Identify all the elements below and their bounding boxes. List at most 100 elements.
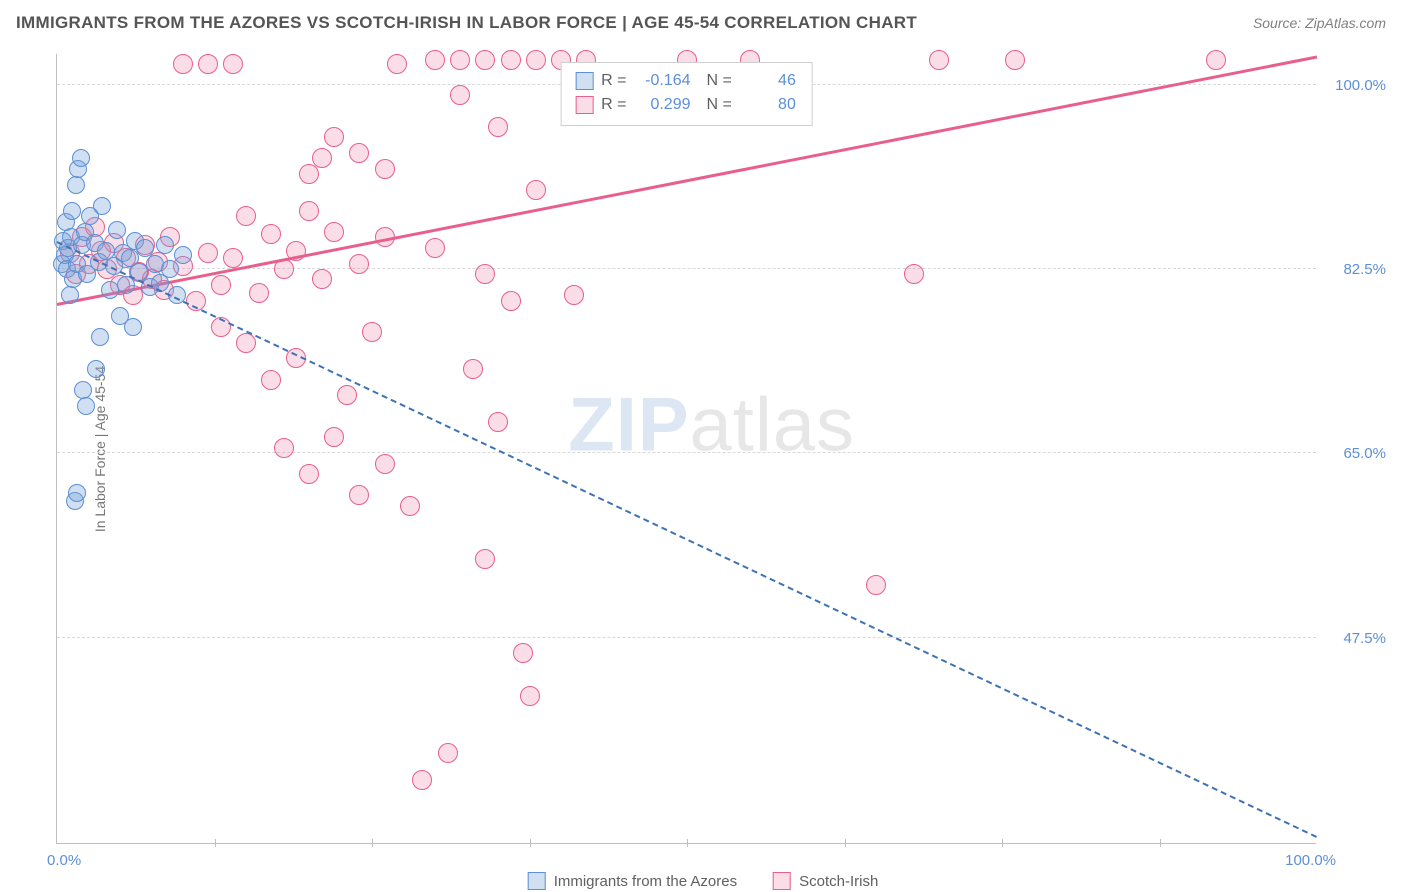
xtick xyxy=(845,839,846,847)
scatter-point-scotch xyxy=(513,643,533,663)
scatter-point-scotch xyxy=(337,385,357,405)
legend-R-label: R = xyxy=(601,69,626,93)
scatter-point-scotch xyxy=(349,143,369,163)
legend-scotch-N: 80 xyxy=(740,93,796,117)
scatter-point-azores xyxy=(63,202,81,220)
scatter-point-azores xyxy=(156,236,174,254)
xaxis-max-label: 100.0% xyxy=(1285,852,1336,869)
scatter-point-scotch xyxy=(929,50,949,70)
scatter-point-scotch xyxy=(475,264,495,284)
ytick-label: 65.0% xyxy=(1326,445,1386,462)
scatter-point-scotch xyxy=(400,496,420,516)
scatter-point-scotch xyxy=(236,206,256,226)
scatter-point-scotch xyxy=(299,201,319,221)
scatter-point-azores xyxy=(68,484,86,502)
scatter-point-azores xyxy=(161,260,179,278)
scatter-point-azores xyxy=(87,360,105,378)
scatter-point-scotch xyxy=(488,412,508,432)
scatter-point-scotch xyxy=(475,549,495,569)
xaxis-min-label: 0.0% xyxy=(47,852,81,869)
scatter-point-scotch xyxy=(526,50,546,70)
scatter-point-scotch xyxy=(425,238,445,258)
xtick xyxy=(687,839,688,847)
correlation-legend: R = -0.164 N = 46 R = 0.299 N = 80 xyxy=(560,62,813,126)
legend-R-label: R = xyxy=(601,93,626,117)
scatter-point-scotch xyxy=(349,254,369,274)
scatter-point-scotch xyxy=(362,322,382,342)
plot-area: R = -0.164 N = 46 R = 0.299 N = 80 ZIPat… xyxy=(56,54,1316,844)
scatter-point-scotch xyxy=(274,438,294,458)
scatter-point-scotch xyxy=(312,148,332,168)
scatter-point-scotch xyxy=(249,283,269,303)
trendline-azores xyxy=(57,241,1318,838)
scatter-point-scotch xyxy=(564,285,584,305)
scatter-point-scotch xyxy=(261,224,281,244)
scatter-point-scotch xyxy=(450,85,470,105)
y-axis-label: In Labor Force | Age 45-54 xyxy=(92,365,108,531)
source-label: Source: ZipAtlas.com xyxy=(1253,15,1386,31)
scatter-point-scotch xyxy=(198,54,218,74)
legend-item-scotch: Scotch-Irish xyxy=(773,872,878,890)
scatter-point-azores xyxy=(91,328,109,346)
scatter-point-scotch xyxy=(412,770,432,790)
scatter-point-scotch xyxy=(312,269,332,289)
gridline xyxy=(57,637,1316,638)
scatter-point-scotch xyxy=(488,117,508,137)
xtick xyxy=(1002,839,1003,847)
scatter-point-scotch xyxy=(375,454,395,474)
scatter-point-scotch xyxy=(520,686,540,706)
ytick-label: 100.0% xyxy=(1326,77,1386,94)
scatter-point-scotch xyxy=(526,180,546,200)
scatter-point-scotch xyxy=(501,50,521,70)
scatter-point-scotch xyxy=(866,575,886,595)
swatch-azores-icon xyxy=(575,72,593,90)
scatter-point-scotch xyxy=(904,264,924,284)
watermark: ZIPatlas xyxy=(568,381,855,468)
scatter-point-azores xyxy=(67,176,85,194)
ytick-label: 47.5% xyxy=(1326,630,1386,647)
chart-title: IMMIGRANTS FROM THE AZORES VS SCOTCH-IRI… xyxy=(16,13,917,33)
scatter-point-scotch xyxy=(463,359,483,379)
scatter-point-azores xyxy=(77,397,95,415)
scatter-point-scotch xyxy=(387,54,407,74)
scatter-point-azores xyxy=(101,281,119,299)
legend-scotch-R: 0.299 xyxy=(635,93,691,117)
chart-header: IMMIGRANTS FROM THE AZORES VS SCOTCH-IRI… xyxy=(0,0,1406,46)
watermark-atlas: atlas xyxy=(690,382,856,467)
scatter-point-azores xyxy=(61,286,79,304)
scatter-point-scotch xyxy=(1206,50,1226,70)
swatch-scotch-icon xyxy=(575,96,593,114)
legend-row-scotch: R = 0.299 N = 80 xyxy=(575,93,796,117)
scatter-point-scotch xyxy=(198,243,218,263)
legend-N-label: N = xyxy=(707,93,732,117)
legend-item-azores: Immigrants from the Azores xyxy=(528,872,737,890)
scatter-point-azores xyxy=(93,197,111,215)
scatter-point-scotch xyxy=(450,50,470,70)
xtick xyxy=(530,839,531,847)
scatter-point-scotch xyxy=(475,50,495,70)
scatter-point-scotch xyxy=(223,54,243,74)
xtick xyxy=(1160,839,1161,847)
scatter-point-scotch xyxy=(324,127,344,147)
watermark-zip: ZIP xyxy=(568,382,689,467)
scatter-point-scotch xyxy=(173,54,193,74)
scatter-point-scotch xyxy=(375,159,395,179)
legend-azores-label: Immigrants from the Azores xyxy=(554,873,737,890)
scatter-point-scotch xyxy=(1005,50,1025,70)
scatter-point-scotch xyxy=(299,464,319,484)
scatter-point-scotch xyxy=(211,275,231,295)
series-legend: Immigrants from the Azores Scotch-Irish xyxy=(528,872,879,890)
ytick-label: 82.5% xyxy=(1326,261,1386,278)
scatter-point-scotch xyxy=(324,222,344,242)
legend-scotch-label: Scotch-Irish xyxy=(799,873,878,890)
legend-row-azores: R = -0.164 N = 46 xyxy=(575,69,796,93)
scatter-point-scotch xyxy=(349,485,369,505)
legend-azores-N: 46 xyxy=(740,69,796,93)
scatter-point-scotch xyxy=(324,427,344,447)
scatter-point-scotch xyxy=(223,248,243,268)
scatter-point-azores xyxy=(72,149,90,167)
legend-N-label: N = xyxy=(707,69,732,93)
scatter-point-scotch xyxy=(501,291,521,311)
xtick xyxy=(215,839,216,847)
scatter-point-scotch xyxy=(425,50,445,70)
